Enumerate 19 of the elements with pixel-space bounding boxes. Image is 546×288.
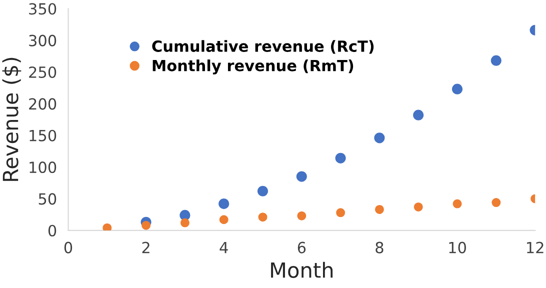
y-tick-label: 350 [29, 3, 56, 15]
x-axis-title: Month [271, 262, 333, 278]
y-tick-label: 150 [30, 130, 56, 142]
legend-label: Cumulative revenue (RcT) [152, 40, 374, 54]
x-tick-label: 4 [220, 242, 228, 254]
y-tick-label: 300 [29, 34, 56, 46]
y-tick-label: 250 [29, 66, 56, 78]
y-tick-label: 50 [38, 193, 56, 205]
y-tick-label: 100 [30, 162, 56, 174]
y-axis-title: Revenue ($) [2, 58, 22, 181]
x-tick-label: 0 [64, 242, 72, 254]
legend-label: Monthly revenue (RmT) [152, 60, 354, 74]
y-tick-label: 200 [29, 98, 56, 110]
x-tick-label: 8 [376, 242, 384, 254]
x-tick-label: 10 [449, 242, 466, 254]
y-tick-label: 0 [48, 224, 56, 236]
x-tick-label: 12 [527, 242, 544, 254]
x-tick-label: 6 [298, 242, 306, 254]
x-tick-label: 2 [142, 242, 150, 254]
